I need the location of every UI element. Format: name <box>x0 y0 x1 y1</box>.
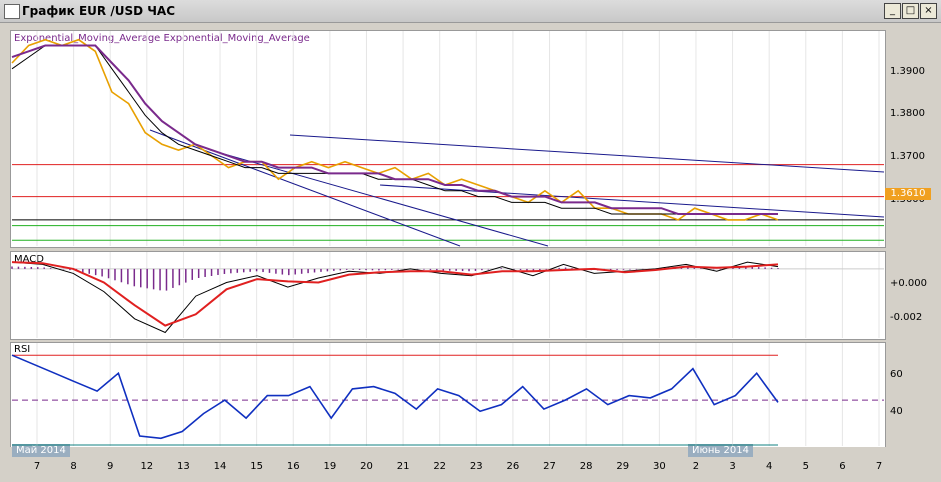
price-tick: 1.3800 <box>890 108 925 119</box>
ema-label: Exponential_Moving_Average Exponential_M… <box>14 33 310 44</box>
minimize-button[interactable]: _ <box>884 3 901 19</box>
macd-tick: -0.002 <box>890 312 923 323</box>
rsi-panel[interactable] <box>10 342 886 448</box>
x-tick-label: 12 <box>140 461 154 472</box>
x-tick-label: 27 <box>543 461 556 472</box>
macd-label: MACD <box>14 254 44 265</box>
window-titlebar: График EUR /USD ЧАС _ □ × <box>0 0 941 23</box>
rsi-label: RSI <box>14 344 31 355</box>
x-tick-label: 3 <box>729 461 736 472</box>
price-panel[interactable] <box>10 30 886 248</box>
x-tick-label: 19 <box>323 461 337 472</box>
macd-signal-line <box>11 261 779 327</box>
x-tick-label: 16 <box>286 461 300 472</box>
x-tick-label: 15 <box>250 461 264 472</box>
rsi-series <box>11 354 779 440</box>
x-tick-label: 13 <box>177 461 190 472</box>
current-price-tag: 1.3610 <box>885 188 931 200</box>
x-tick-label: 28 <box>579 461 593 472</box>
rsi-tick: 60 <box>890 369 903 380</box>
chart-window-icon <box>4 4 20 19</box>
x-tick-label: 9 <box>107 461 114 472</box>
window-title: График EUR /USD ЧАС <box>22 4 176 18</box>
rsi-tick: 40 <box>890 406 903 417</box>
x-tick-label: 30 <box>652 461 666 472</box>
time-axis <box>0 447 941 482</box>
month-marker: Июнь 2014 <box>688 444 753 457</box>
x-tick-label: 7 <box>33 461 41 472</box>
x-tick-label: 21 <box>396 461 410 472</box>
x-tick-label: 14 <box>213 461 227 472</box>
x-tick-label: 22 <box>433 461 447 472</box>
x-tick-label: 8 <box>70 461 77 472</box>
x-tick-label: 4 <box>765 461 773 472</box>
price-series <box>11 38 779 221</box>
x-tick-label: 7 <box>875 461 883 472</box>
trend-line <box>149 129 461 247</box>
x-tick-label: 26 <box>506 461 520 472</box>
x-tick-label: 6 <box>839 461 846 472</box>
macd-tick: +0.000 <box>890 278 928 289</box>
month-marker: Май 2014 <box>12 444 70 457</box>
trend-line <box>289 134 885 173</box>
x-tick-label: 20 <box>360 461 373 472</box>
x-tick-label: 2 <box>692 461 700 472</box>
ema-slow-series <box>11 44 778 215</box>
macd-panel[interactable] <box>10 251 886 340</box>
price-tick: 1.3900 <box>890 66 925 77</box>
close-button[interactable]: × <box>920 3 937 19</box>
x-tick-label: 23 <box>469 461 483 472</box>
restore-button[interactable]: □ <box>902 3 919 19</box>
x-tick-label: 5 <box>802 461 809 472</box>
trend-line <box>379 184 885 218</box>
ema-fast-series <box>11 45 778 215</box>
price-tick: 1.3700 <box>890 151 925 162</box>
x-tick-label: 29 <box>616 461 630 472</box>
